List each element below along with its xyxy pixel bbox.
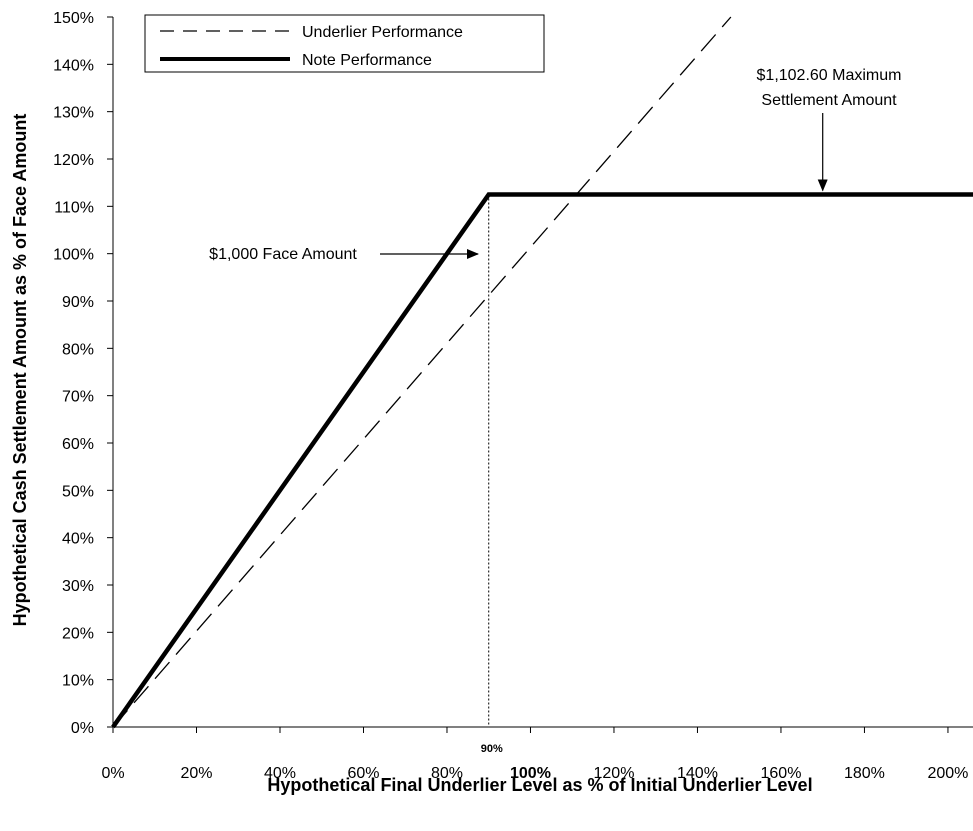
reference-line-label: 90% xyxy=(481,743,503,755)
y-tick-label: 80% xyxy=(62,341,94,358)
x-tick-label: 80% xyxy=(431,765,463,782)
tick-labels: 0% 10% 20% 30% 40% 50% 60% 70% 80% 90% 100% 110% 120… xyxy=(53,10,968,782)
x-tick-label: 0% xyxy=(101,765,124,782)
legend: Underlier Performance Note Performance xyxy=(144,14,545,73)
x-axis-title: Hypothetical Final Underlier Level as % … xyxy=(267,775,812,795)
y-tick-label: 50% xyxy=(62,483,94,500)
y-tick-label: 60% xyxy=(62,436,94,453)
x-tick-label: 180% xyxy=(844,765,885,782)
annotation-max-settlement-line: Settlement Amount xyxy=(761,92,897,109)
y-tick-label: 30% xyxy=(62,578,94,595)
series-note-line xyxy=(111,192,973,729)
y-tick-label: 40% xyxy=(62,531,94,548)
legend-label-note: Note Performance xyxy=(302,52,432,69)
y-axis-title: Hypothetical Cash Settlement Amount as %… xyxy=(10,114,30,627)
annotations: $1,000 Face Amount $1,102.60 Maximum Settl… xyxy=(209,67,901,263)
x-tick-label: 160% xyxy=(761,765,802,782)
y-tick-label: 10% xyxy=(62,673,94,690)
x-tick-label: 120% xyxy=(594,765,635,782)
annotation-face-amount: $1,000 Face Amount xyxy=(209,246,357,263)
y-tick-label: 130% xyxy=(53,105,94,122)
x-tick-label: 60% xyxy=(347,765,379,782)
y-tick-label: 20% xyxy=(62,625,94,642)
y-tick-label: 70% xyxy=(62,389,94,406)
y-tick-label: 140% xyxy=(53,57,94,74)
y-tick-label: 150% xyxy=(53,10,94,27)
y-tick-label: 100% xyxy=(53,247,94,264)
legend-label-underlier: Underlier Performance xyxy=(302,24,463,41)
plot-lines xyxy=(111,16,973,729)
x-tick-label: 40% xyxy=(264,765,296,782)
x-tick-label: 200% xyxy=(927,765,968,782)
x-tick-label: 100% xyxy=(510,765,551,782)
y-tick-label: 110% xyxy=(54,199,94,216)
x-tick-label: 20% xyxy=(180,765,212,782)
y-tick-label: 90% xyxy=(62,294,94,311)
annotation-max-settlement-line: $1,102.60 Maximum xyxy=(757,67,902,84)
x-tick-label: 140% xyxy=(677,765,718,782)
y-tick-label: 120% xyxy=(53,152,94,169)
legend-box xyxy=(144,14,545,73)
axes xyxy=(107,16,973,733)
y-tick-label: 0% xyxy=(71,720,94,737)
series-underlier-line xyxy=(112,16,732,728)
